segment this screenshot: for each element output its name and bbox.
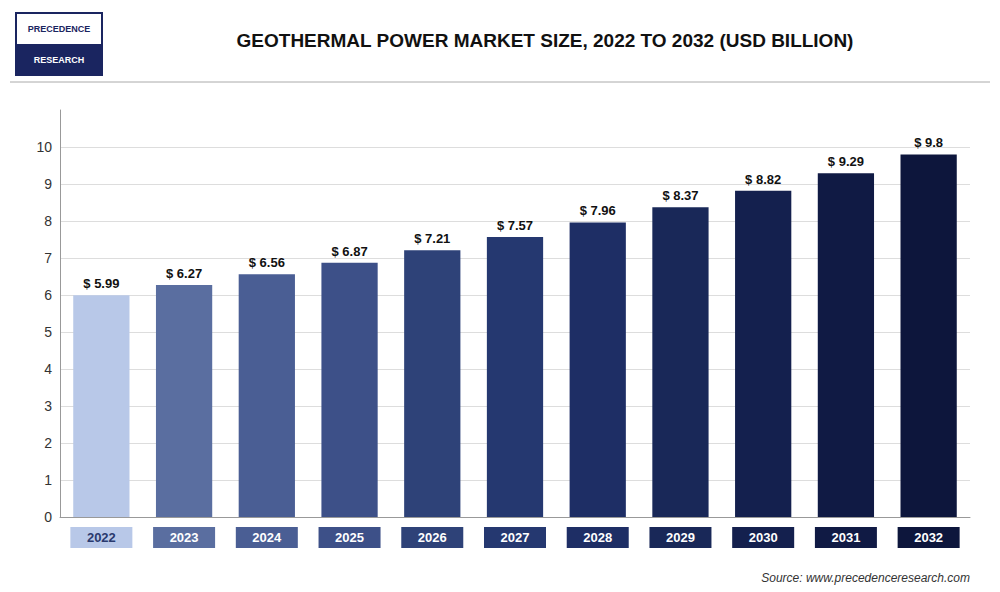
svg-text:10: 10: [36, 139, 52, 155]
svg-text:2025: 2025: [335, 530, 364, 545]
svg-text:$ 7.21: $ 7.21: [414, 231, 450, 246]
svg-text:$ 8.37: $ 8.37: [662, 188, 698, 203]
svg-text:$ 9.29: $ 9.29: [828, 154, 864, 169]
svg-text:$ 6.87: $ 6.87: [331, 244, 367, 259]
svg-text:$ 8.82: $ 8.82: [745, 172, 781, 187]
svg-text:2023: 2023: [170, 530, 199, 545]
svg-text:2026: 2026: [418, 530, 447, 545]
svg-text:7: 7: [44, 250, 52, 266]
svg-text:2030: 2030: [749, 530, 778, 545]
svg-text:2029: 2029: [666, 530, 695, 545]
svg-text:2031: 2031: [831, 530, 860, 545]
svg-text:Source: www.precedenceresearch: Source: www.precedenceresearch.com: [761, 571, 970, 585]
svg-text:4: 4: [44, 361, 52, 377]
svg-text:$ 9.8: $ 9.8: [914, 135, 943, 150]
svg-text:$ 7.57: $ 7.57: [497, 218, 533, 233]
svg-text:RESEARCH: RESEARCH: [34, 55, 85, 65]
svg-text:0: 0: [44, 509, 52, 525]
svg-text:1: 1: [44, 472, 52, 488]
svg-text:8: 8: [44, 213, 52, 229]
svg-text:5: 5: [44, 324, 52, 340]
svg-text:$ 5.99: $ 5.99: [83, 276, 119, 291]
svg-text:$ 7.96: $ 7.96: [580, 203, 616, 218]
svg-text:2022: 2022: [87, 530, 116, 545]
svg-text:9: 9: [44, 176, 52, 192]
svg-text:2: 2: [44, 435, 52, 451]
svg-text:$ 6.27: $ 6.27: [166, 266, 202, 281]
svg-text:3: 3: [44, 398, 52, 414]
svg-text:GEOTHERMAL POWER MARKET SIZE,: GEOTHERMAL POWER MARKET SIZE, 2022 TO 20…: [237, 30, 854, 51]
svg-text:2028: 2028: [583, 530, 612, 545]
svg-text:$ 6.56: $ 6.56: [249, 255, 285, 270]
svg-text:2027: 2027: [501, 530, 530, 545]
svg-text:2024: 2024: [252, 530, 282, 545]
svg-text:PRECEDENCE: PRECEDENCE: [28, 24, 91, 34]
svg-text:6: 6: [44, 287, 52, 303]
svg-text:2032: 2032: [914, 530, 943, 545]
